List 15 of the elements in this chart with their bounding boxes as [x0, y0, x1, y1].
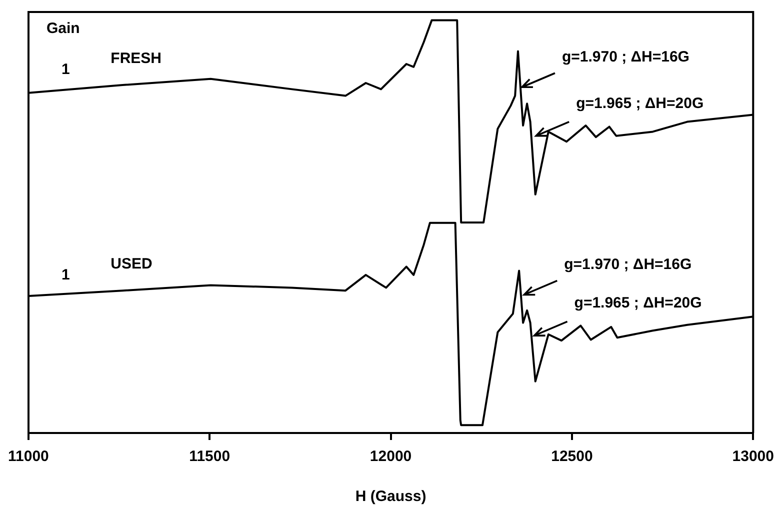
annotation: g=1.965 ; ΔH=20G	[576, 94, 704, 112]
annotation: g=1.970 ; ΔH=16G	[564, 256, 692, 273]
x-axis-title: H (Gauss)	[355, 488, 426, 506]
annotation: Gain	[46, 20, 80, 38]
x-tick-label: 12000	[370, 448, 412, 466]
x-tick-label: 12500	[551, 448, 593, 466]
x-tick-label: 11500	[189, 448, 230, 466]
annotation: g=1.970 ; ΔH=16G	[562, 48, 690, 66]
annotation: g=1.965 ; ΔH=20G	[574, 294, 702, 312]
annotation: 1	[61, 61, 70, 78]
x-tick-label: 11000	[8, 448, 49, 466]
series-label: USED	[110, 256, 152, 273]
annotation: 1	[61, 266, 70, 284]
x-tick-label: 13000	[732, 448, 774, 466]
series-label: FRESH	[110, 50, 162, 68]
